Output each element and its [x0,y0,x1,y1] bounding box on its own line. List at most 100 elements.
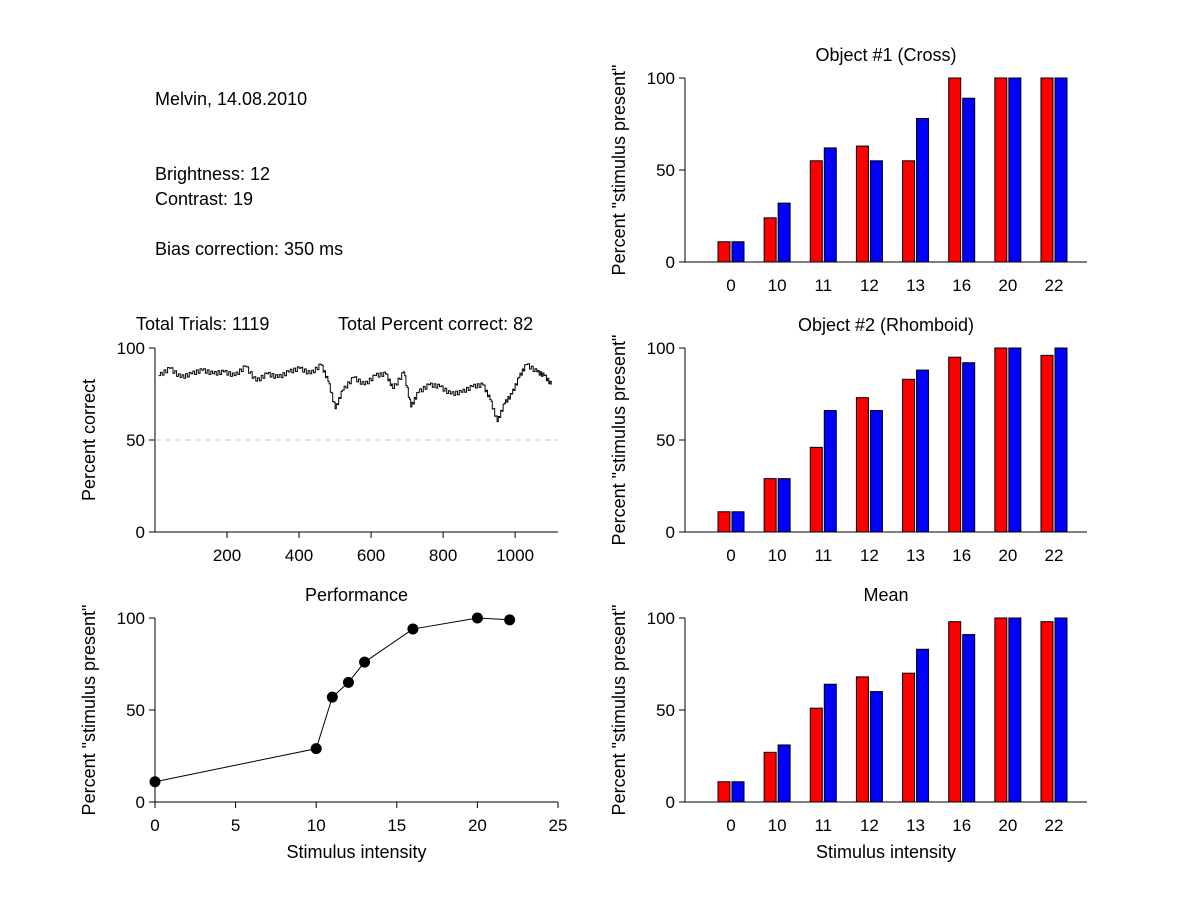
chart-title: Object #1 (Cross) [815,45,956,65]
y-axis-label: Percent "stimulus present" [609,605,629,816]
y-tick-label: 0 [666,793,675,812]
red-bar [809,446,823,533]
y-tick-label: 100 [647,609,675,628]
blue-bar [1008,347,1022,533]
subject-date-text: Melvin, 14.08.2010 [155,89,308,109]
x-tick-label: 20 [998,276,1017,295]
x-tick-label: 1000 [496,546,534,565]
blue-bar [1054,347,1068,533]
y-tick-label: 50 [656,161,675,180]
chart-title: Object #2 (Rhomboid) [798,315,974,335]
blue-bar [869,410,883,533]
x-tick-label: 22 [1045,816,1064,835]
x-tick-label: 16 [952,276,971,295]
performance-point [342,676,354,688]
blue-bar [1008,77,1022,263]
red-bar [763,478,777,533]
red-bar [902,160,916,263]
y-tick-label: 0 [136,523,145,542]
blue-bar [1008,617,1022,803]
red-bar [717,241,731,263]
x-tick-label: 10 [768,546,787,565]
y-tick-label: 50 [126,701,145,720]
x-tick-label: 12 [860,816,879,835]
contrast-text: Contrast: 19 [155,189,254,209]
performance-point [149,776,161,788]
red-bar [717,781,731,803]
x-tick-label: 22 [1045,546,1064,565]
x-tick-label: 25 [549,816,568,835]
x-tick-label: 13 [906,276,925,295]
blue-bar [823,410,837,533]
x-tick-label: 11 [814,816,832,835]
x-tick-label: 20 [468,816,487,835]
red-bar [948,621,962,803]
x-tick-label: 22 [1045,276,1064,295]
x-tick-label: 0 [726,816,735,835]
total-trials-text: Total Trials: 1119 [136,314,269,334]
bar-chart-obj2: Object #2 (Rhomboid) 0 50 100 Percent "stimu… [609,315,1087,565]
y-tick-label: 50 [656,431,675,450]
red-bar [902,378,916,533]
red-bar [948,356,962,533]
y-tick-label: 50 [656,701,675,720]
x-tick-label: 400 [285,546,313,565]
blue-bar [1054,617,1068,803]
total-percent-correct-text: Total Percent correct: 82 [338,314,533,334]
x-tick-label: 13 [906,816,925,835]
x-tick-label: 10 [768,276,787,295]
blue-bar [823,147,837,263]
blue-bar [916,648,930,803]
x-tick-label: 20 [998,546,1017,565]
chart-title: Mean [863,585,908,605]
y-tick-label: 100 [647,69,675,88]
blue-bar [916,117,930,263]
x-tick-label: 16 [952,546,971,565]
x-tick-label: 10 [307,816,326,835]
x-tick-label: 20 [998,816,1017,835]
blue-bar [731,781,745,803]
x-tick-label: 11 [814,276,832,295]
performance-point [310,743,322,755]
y-axis-label: Percent "stimulus present" [79,605,99,816]
x-tick-label: 0 [726,546,735,565]
red-bar [763,217,777,263]
y-tick-label: 100 [647,339,675,358]
x-tick-label: 11 [814,546,832,565]
red-bar [717,511,731,533]
performance-line [154,617,510,783]
y-tick-label: 50 [126,431,145,450]
red-bar [855,676,869,803]
y-axis-label: Percent correct [79,379,99,501]
red-bar [994,617,1008,803]
red-bar [994,77,1008,263]
x-tick-label: 0 [726,276,735,295]
x-tick-label: 13 [906,546,925,565]
x-tick-label: 800 [429,546,457,565]
performance-point [504,614,516,626]
x-tick-label: 10 [768,816,787,835]
red-bar [855,397,869,533]
red-bar [809,160,823,263]
red-bar [994,347,1008,533]
red-bar [1040,621,1054,803]
brightness-text: Brightness: 12 [155,164,271,184]
y-axis-label: Percent "stimulus present" [609,65,629,276]
x-tick-label: 600 [357,546,385,565]
blue-bar [731,511,745,533]
x-tick-label: 12 [860,276,879,295]
blue-bar [1054,77,1068,263]
x-tick-label: 5 [231,816,240,835]
y-axis-label: Percent "stimulus present" [609,335,629,546]
performance-point [359,656,371,668]
red-bar [809,707,823,803]
running-performance-chart: Total Trials: 1119 Total Percent correct:… [79,314,558,565]
x-tick-label: 200 [213,546,241,565]
performance-point [471,612,483,624]
bias-correction-text: Bias correction: 350 ms [155,239,344,259]
blue-bar [777,478,791,533]
chart-title: Performance [305,585,408,605]
blue-bar [777,202,791,263]
y-tick-label: 100 [117,339,145,358]
